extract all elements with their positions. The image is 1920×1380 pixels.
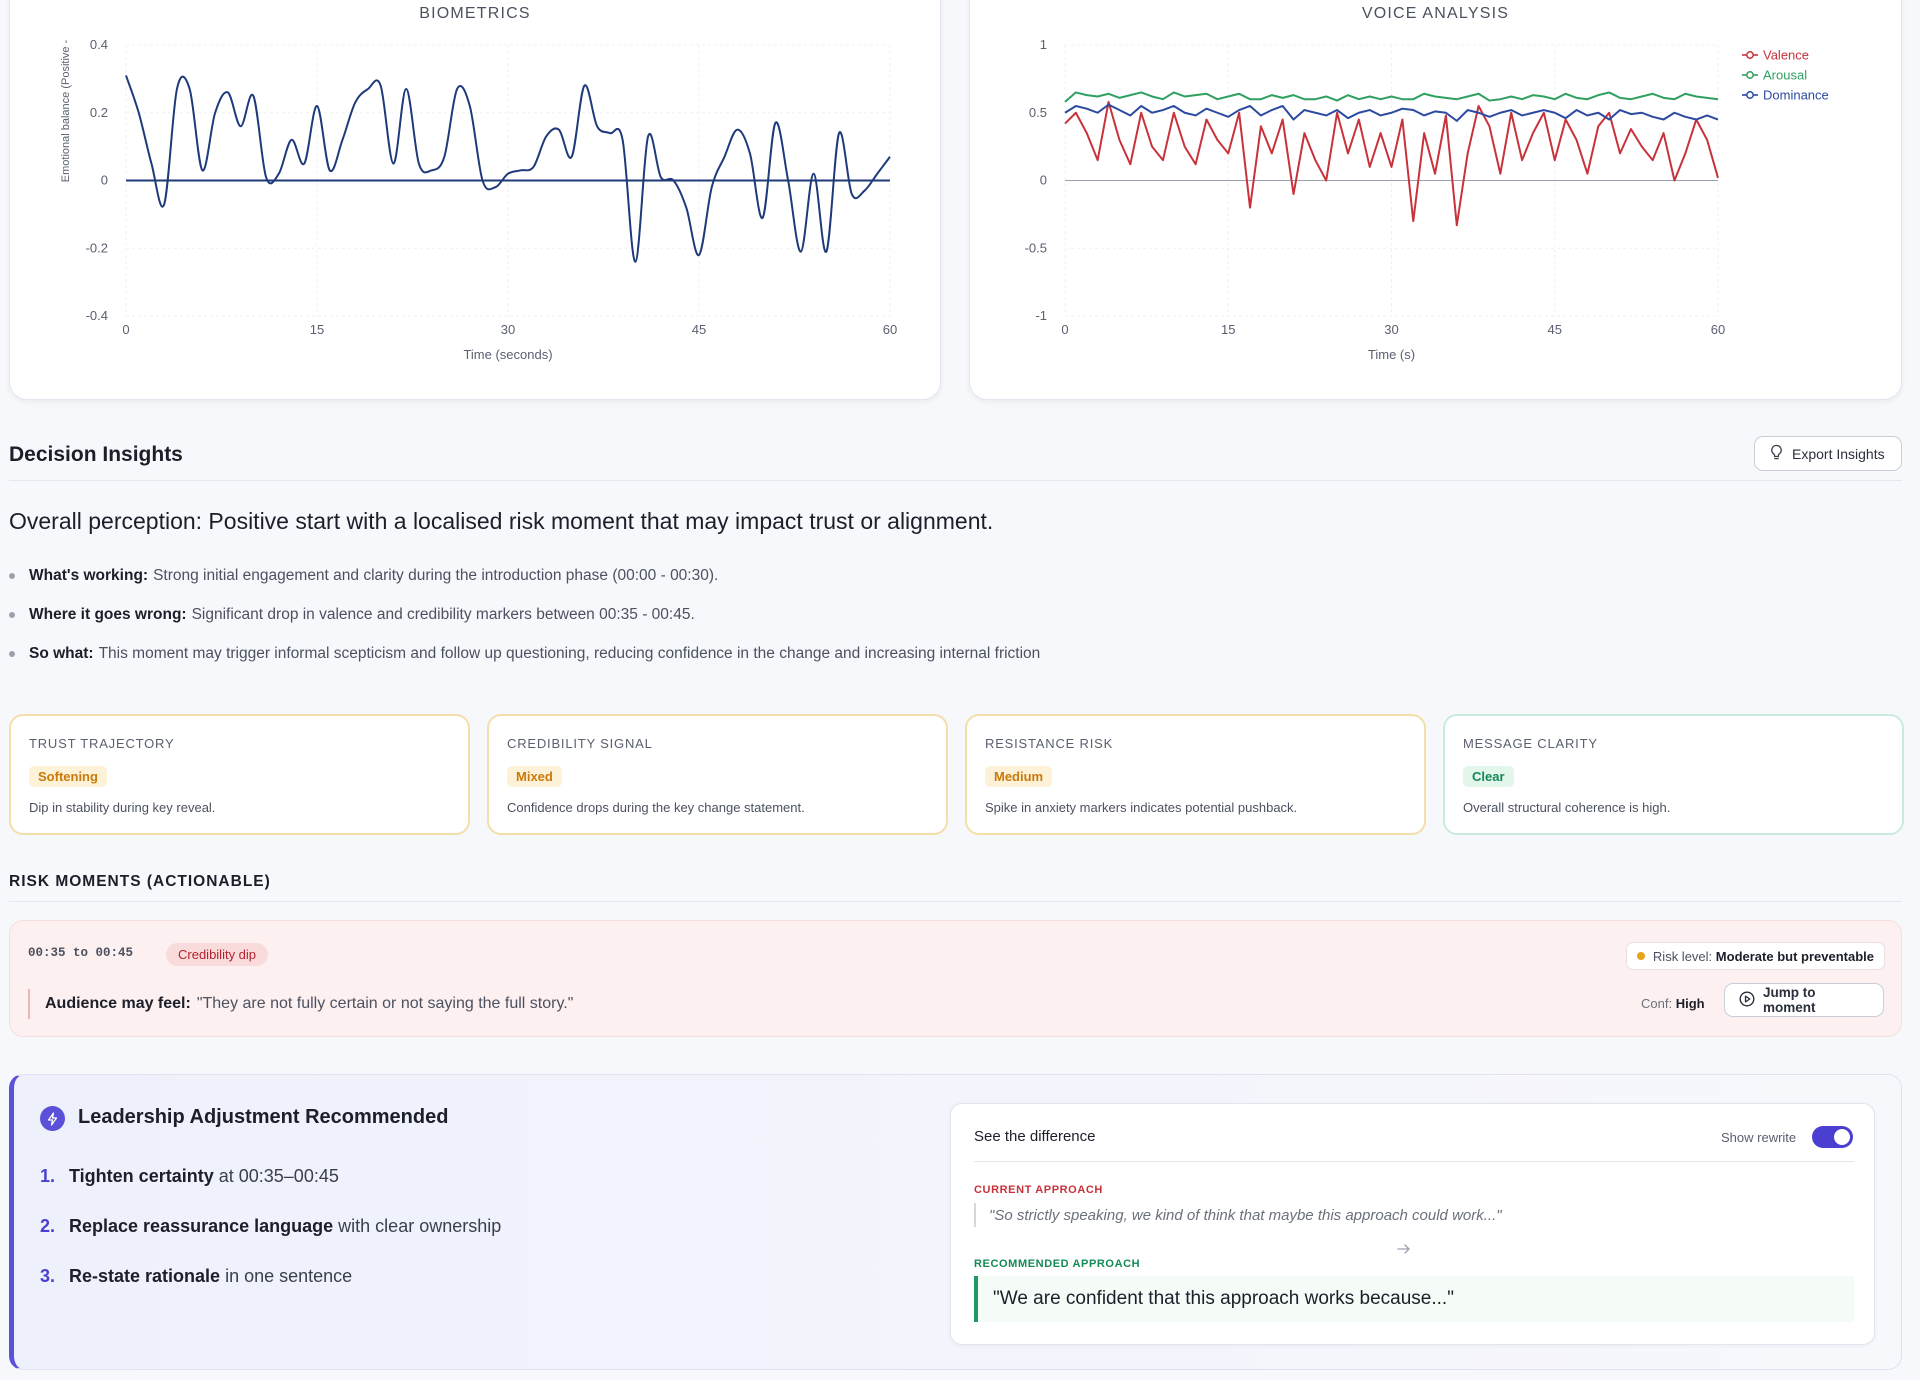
x-tick-label: 15 — [310, 322, 324, 337]
metric-trust-trajectory: TRUST TRAJECTORY Softening Dip in stabil… — [9, 714, 470, 835]
x-tick-label: 0 — [122, 322, 129, 337]
status-badge: Clear — [1463, 766, 1514, 787]
y-tick-label: -0.4 — [86, 308, 108, 323]
status-badge: Softening — [29, 766, 107, 787]
see-difference-card: See the difference Show rewrite CURRENT … — [950, 1103, 1875, 1345]
legend-label-dominance: Dominance — [1763, 88, 1829, 103]
status-badge: Medium — [985, 766, 1053, 787]
x-tick-label: 30 — [501, 322, 515, 337]
current-approach-quote: "So strictly speaking, we kind of think … — [974, 1203, 1502, 1227]
series-line-dominance — [1064, 103, 1719, 122]
risk-dot-icon — [1636, 952, 1645, 960]
decision-insights-title: Decision Insights — [9, 443, 183, 466]
insight-bullet-working: What's working: Strong initial engagement… — [9, 556, 1040, 595]
risk-moments-heading: RISK MOMENTS (ACTIONABLE) — [9, 873, 271, 890]
legend-marker-valence — [1746, 51, 1754, 59]
metric-message-clarity: MESSAGE CLARITY Clear Overall structural… — [1443, 714, 1904, 835]
series-line-main — [125, 75, 891, 263]
risk-tag: Credibility dip — [166, 943, 269, 966]
risk-moment-card: 00:35 to 00:45 Credibility dip Risk leve… — [9, 920, 1902, 1037]
risk-time-range: 00:35 to 00:45 — [28, 946, 134, 960]
metric-credibility-signal: CREDIBILITY SIGNAL Mixed Confidence drop… — [487, 714, 948, 835]
current-approach-label: CURRENT APPROACH — [974, 1184, 1103, 1196]
insight-bullets: What's working: Strong initial engagement… — [9, 556, 1040, 673]
risk-level-badge: Risk level: Moderate but preventable — [1625, 942, 1885, 970]
biometrics-card: BIOMETRICS 0 15 30 45 60 0.4 0.2 0 -0.2 -0.4 Time … — [9, 0, 941, 400]
biometrics-title: BIOMETRICS — [419, 5, 531, 22]
voice-analysis-chart: 0 15 30 45 60 1 0.5 0 -0.5 -1 Time (s) Valence Arous… — [1025, 37, 1829, 362]
show-rewrite-label: Show rewrite — [1721, 1130, 1797, 1145]
y-tick-label: 1 — [1040, 37, 1047, 52]
lightning-icon — [40, 1106, 65, 1131]
legend-label-arousal: Arousal — [1763, 68, 1807, 83]
insight-bullet-so-what: So what: This moment may trigger informal… — [9, 634, 1040, 673]
x-tick-label: 0 — [1061, 322, 1068, 337]
x-tick-label: 60 — [1711, 322, 1725, 337]
lightbulb-icon — [1769, 444, 1784, 464]
confidence-readout: Conf: High — [1641, 996, 1705, 1011]
x-axis-label: Time (s) — [1368, 347, 1415, 362]
x-tick-label: 15 — [1221, 322, 1235, 337]
voice-analysis-card: VOICE ANALYSIS 0 15 30 45 60 1 0.5 0 -0.5 -1 Time … — [969, 0, 1902, 400]
recommendation-step-3: 3. Re-state rationale in one sentence — [40, 1266, 353, 1286]
export-insights-label: Export Insights — [1792, 445, 1885, 462]
arrow-right-icon — [1397, 1242, 1411, 1260]
export-insights-button[interactable]: Export Insights — [1754, 436, 1902, 471]
legend-marker-dominance — [1746, 91, 1754, 99]
difference-divider — [974, 1161, 1854, 1162]
audience-feel: Audience may feel: "They are not fully ce… — [28, 989, 573, 1019]
y-tick-label: -0.2 — [86, 240, 108, 255]
recommended-approach-quote: "We are confident that this approach wor… — [974, 1276, 1854, 1322]
leadership-title: Leadership Adjustment Recommended — [78, 1106, 449, 1128]
insights-divider — [9, 480, 1902, 481]
x-tick-label: 45 — [1548, 322, 1562, 337]
x-tick-label: 60 — [883, 322, 897, 337]
play-circle-icon — [1739, 990, 1755, 1010]
legend-marker-arousal — [1746, 71, 1754, 79]
y-tick-label: 0 — [1040, 173, 1047, 188]
y-tick-label: 0.5 — [1029, 105, 1047, 120]
y-tick-label: -0.5 — [1025, 240, 1047, 255]
metric-resistance-risk: RESISTANCE RISK Medium Spike in anxiety … — [965, 714, 1426, 835]
status-badge: Mixed — [507, 766, 562, 787]
recommendation-step-2: 2. Replace reassurance language with clea… — [40, 1216, 502, 1236]
x-axis-label: Time (seconds) — [463, 347, 552, 362]
x-tick-label: 45 — [692, 322, 706, 337]
y-tick-label: -1 — [1035, 308, 1047, 323]
see-difference-title: See the difference — [974, 1128, 1096, 1145]
risk-divider — [9, 901, 1902, 902]
y-tick-label: 0.4 — [90, 37, 108, 52]
overall-perception: Overall perception: Positive start with … — [9, 508, 994, 534]
recommendation-step-1: 1. Tighten certainty at 00:35–00:45 — [40, 1166, 339, 1186]
jump-to-moment-button[interactable]: Jump to moment — [1724, 983, 1884, 1017]
y-tick-label: 0.2 — [90, 105, 108, 120]
y-axis-label: Emotional balance (Positive - — [60, 39, 72, 182]
show-rewrite-toggle[interactable] — [1812, 1126, 1853, 1148]
voice-analysis-title: VOICE ANALYSIS — [1361, 5, 1510, 22]
recommended-approach-label: RECOMMENDED APPROACH — [974, 1258, 1141, 1270]
insight-bullet-wrong: Where it goes wrong: Significant drop in … — [9, 595, 1040, 634]
legend-label-valence: Valence — [1763, 48, 1809, 63]
series-line-valence — [1064, 100, 1719, 227]
y-tick-label: 0 — [101, 173, 108, 188]
x-tick-label: 30 — [1384, 322, 1398, 337]
biometrics-chart: 0 15 30 45 60 0.4 0.2 0 -0.2 -0.4 Time (seconds) Em… — [60, 37, 897, 362]
series-line-arousal — [1064, 91, 1719, 103]
